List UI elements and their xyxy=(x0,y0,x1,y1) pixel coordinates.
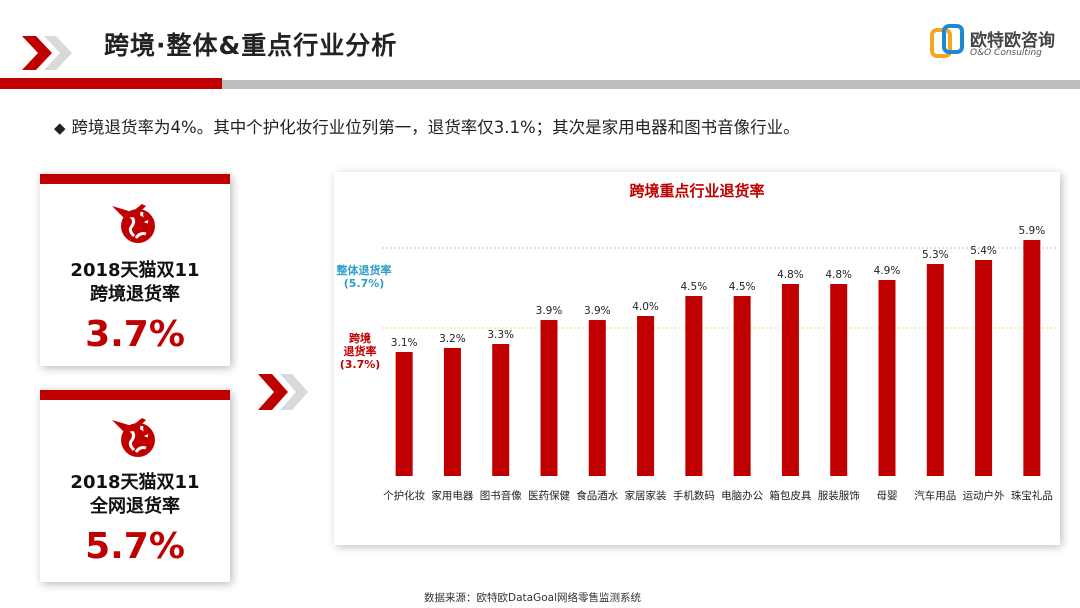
category-label: 母婴 xyxy=(877,490,898,502)
data-label: 5.3% xyxy=(922,249,949,261)
data-label: 5.9% xyxy=(1019,225,1046,237)
ref-label-overall: 整体退货率 (5.7%) xyxy=(328,264,400,290)
card-top-bar xyxy=(40,390,230,400)
card-value: 3.7% xyxy=(85,314,185,355)
data-label: 3.2% xyxy=(439,333,466,345)
header-chevron-icon xyxy=(22,36,72,70)
arrow-chevron-icon xyxy=(258,374,308,410)
category-label: 食品酒水 xyxy=(576,489,618,502)
ref-label-cross-border-line1: 跨境 xyxy=(349,332,371,345)
page-title: 跨境·整体&重点行业分析 xyxy=(104,31,398,60)
category-label: 图书音像 xyxy=(480,489,522,502)
card-label-line1: 2018天猫双11 xyxy=(70,472,200,493)
chart-container: 跨境重点行业退货率 整体退货率 (5.7%) 跨境 退货率 (3.7%) 3.1… xyxy=(334,172,1060,545)
kpi-card-overall: 2018天猫双11 全网退货率 5.7% xyxy=(40,390,230,582)
bar xyxy=(588,320,606,476)
data-source: 数据来源：欧特欧DataGoal网络零售监测系统 xyxy=(424,592,641,604)
bar xyxy=(492,344,510,476)
data-label: 4.9% xyxy=(874,265,901,277)
card-top-bar xyxy=(40,174,230,184)
data-label: 4.5% xyxy=(729,281,756,293)
data-label: 4.8% xyxy=(825,269,852,281)
card-value: 5.7% xyxy=(85,526,185,567)
data-label: 3.1% xyxy=(391,337,418,349)
category-label: 医药保健 xyxy=(528,489,570,502)
data-label: 3.9% xyxy=(536,305,563,317)
bar xyxy=(637,316,655,476)
ref-label-cross-border-line3: (3.7%) xyxy=(339,358,381,371)
bar xyxy=(781,284,799,476)
bar xyxy=(1023,240,1041,476)
bar xyxy=(878,280,896,476)
header-rule-gray xyxy=(222,80,1080,89)
bar xyxy=(395,352,413,476)
header-rule-red xyxy=(0,78,222,89)
category-label: 汽车用品 xyxy=(914,489,956,502)
bar xyxy=(443,348,461,476)
ref-label-overall-line2: (5.7%) xyxy=(343,277,385,290)
diamond-bullet-icon: ◆ xyxy=(54,119,66,137)
data-label: 3.3% xyxy=(487,329,514,341)
summary-bullet: ◆ 跨境退货率为4%。其中个护化妆行业位列第一，退货率仅3.1%；其次是家用电器和… xyxy=(54,114,800,138)
logo-subtitle: O&O Consulting xyxy=(970,48,1042,58)
logo: 欧特欧咨询 O&O Consulting xyxy=(930,24,1060,64)
card-label-line1: 2018天猫双11 xyxy=(70,260,200,281)
bar xyxy=(926,264,944,476)
category-label: 服装服饰 xyxy=(818,489,860,502)
ref-label-cross-border-line2: 退货率 xyxy=(343,345,377,358)
bar-chart: 3.1% 个护化妆 3.2% 家用电器 3.3% 图书音像 3.9% 医药保健 3.9% 食品酒水… xyxy=(382,225,1056,502)
summary-text: 跨境退货率为4%。其中个护化妆行业位列第一，退货率仅3.1%；其次是家用电器和图… xyxy=(71,118,800,137)
globe-plane-icon xyxy=(112,418,155,457)
kpi-card-cross-border: 2018天猫双11 跨境退货率 3.7% xyxy=(40,174,230,366)
category-label: 箱包皮具 xyxy=(769,489,811,502)
data-label: 4.8% xyxy=(777,269,804,281)
category-label: 个护化妆 xyxy=(383,489,425,502)
category-label: 珠宝礼品 xyxy=(1011,489,1053,502)
bar xyxy=(975,260,993,476)
data-label: 4.0% xyxy=(632,301,659,313)
bar xyxy=(733,296,751,476)
globe-plane-icon xyxy=(112,204,155,243)
data-label: 4.5% xyxy=(681,281,708,293)
bar xyxy=(685,296,703,476)
category-label: 家居家装 xyxy=(625,489,667,502)
card-label-line2: 跨境退货率 xyxy=(90,284,180,305)
data-label: 5.4% xyxy=(970,245,997,257)
logo-icon xyxy=(930,24,964,58)
category-label: 家用电器 xyxy=(431,489,473,502)
ref-label-overall-line1: 整体退货率 xyxy=(336,264,392,277)
card-label-line2: 全网退货率 xyxy=(90,496,180,517)
category-label: 运动户外 xyxy=(963,489,1005,502)
category-label: 手机数码 xyxy=(673,489,715,502)
chart-title: 跨境重点行业退货率 xyxy=(629,182,765,200)
logo-name: 欧特欧咨询 xyxy=(970,31,1055,51)
bar xyxy=(830,284,848,476)
ref-label-cross-border: 跨境 退货率 (3.7%) xyxy=(328,332,392,371)
data-label: 3.9% xyxy=(584,305,611,317)
bar xyxy=(540,320,558,476)
category-label: 电脑办公 xyxy=(721,489,763,502)
